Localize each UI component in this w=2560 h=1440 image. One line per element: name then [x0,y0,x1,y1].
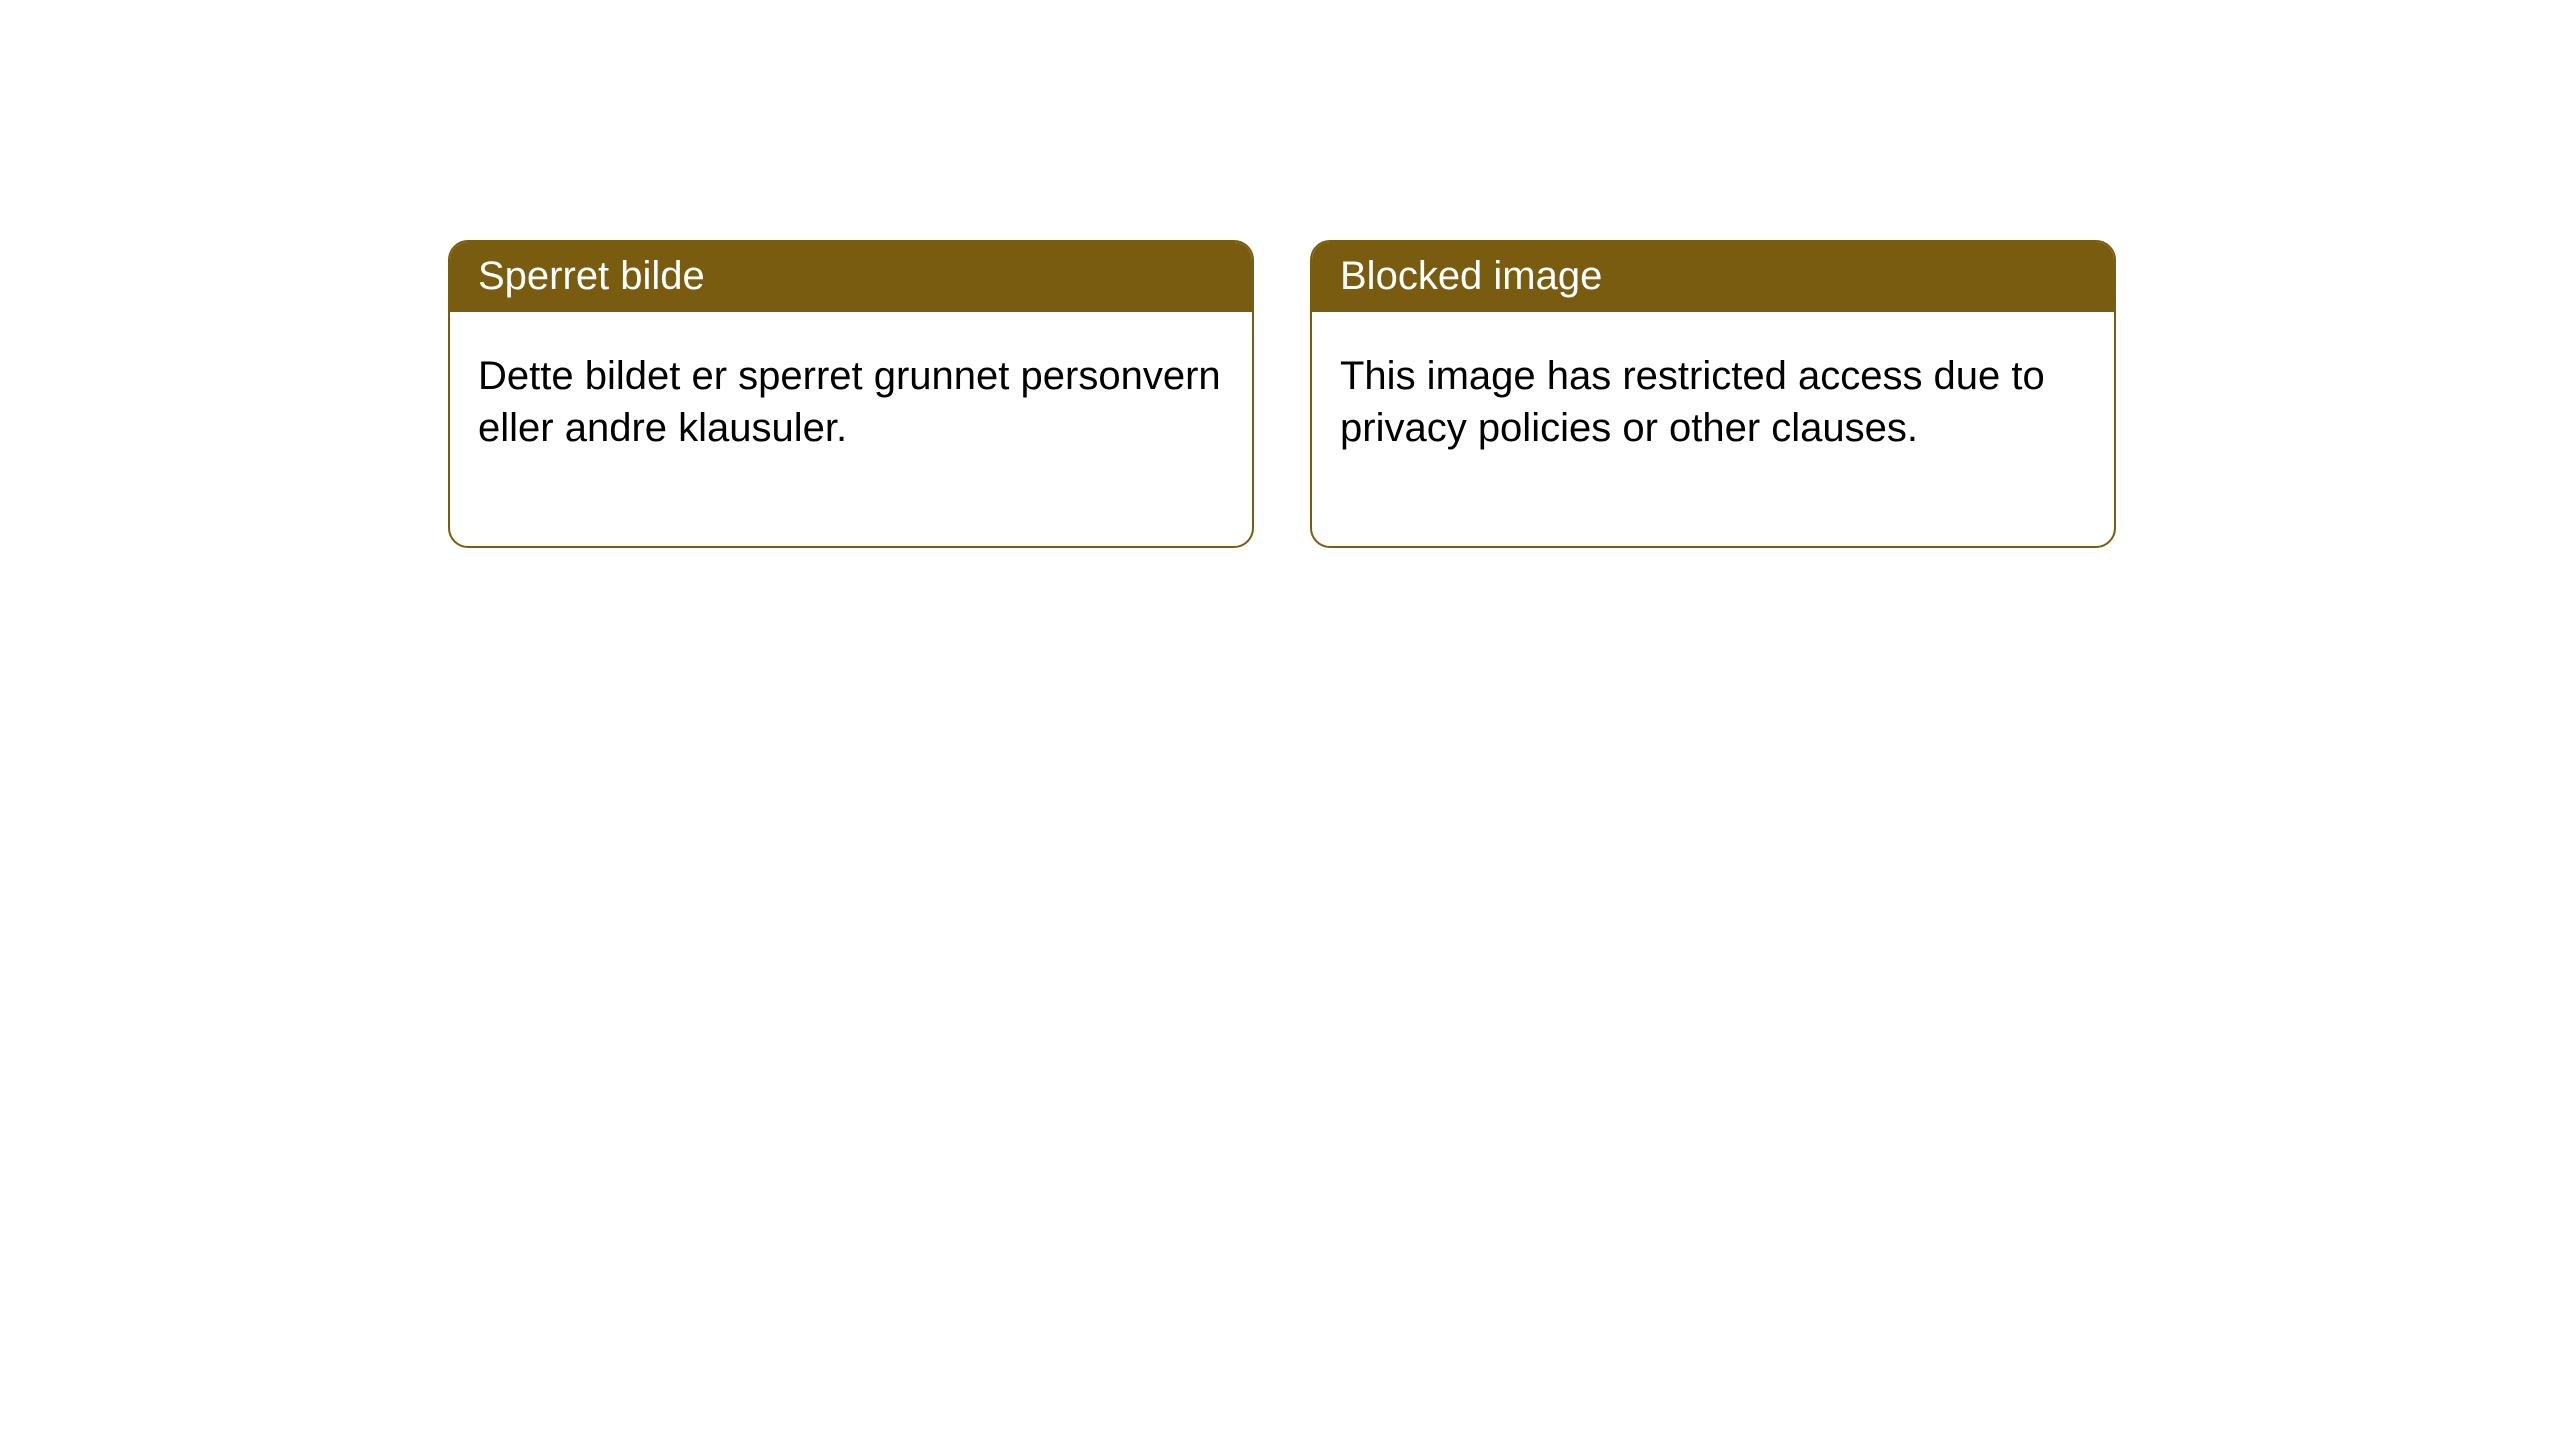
card-body: Dette bildet er sperret grunnet personve… [450,312,1252,546]
card-title: Sperret bilde [478,254,705,298]
notice-cards-container: Sperret bilde Dette bildet er sperret gr… [0,0,2560,548]
card-header: Sperret bilde [450,242,1252,312]
card-body-text: Dette bildet er sperret grunnet personve… [478,354,1221,450]
card-body: This image has restricted access due to … [1312,312,2114,546]
card-header: Blocked image [1312,242,2114,312]
card-title: Blocked image [1340,254,1602,298]
card-body-text: This image has restricted access due to … [1340,354,2045,450]
blocked-image-card-norwegian: Sperret bilde Dette bildet er sperret gr… [448,240,1254,548]
blocked-image-card-english: Blocked image This image has restricted … [1310,240,2116,548]
